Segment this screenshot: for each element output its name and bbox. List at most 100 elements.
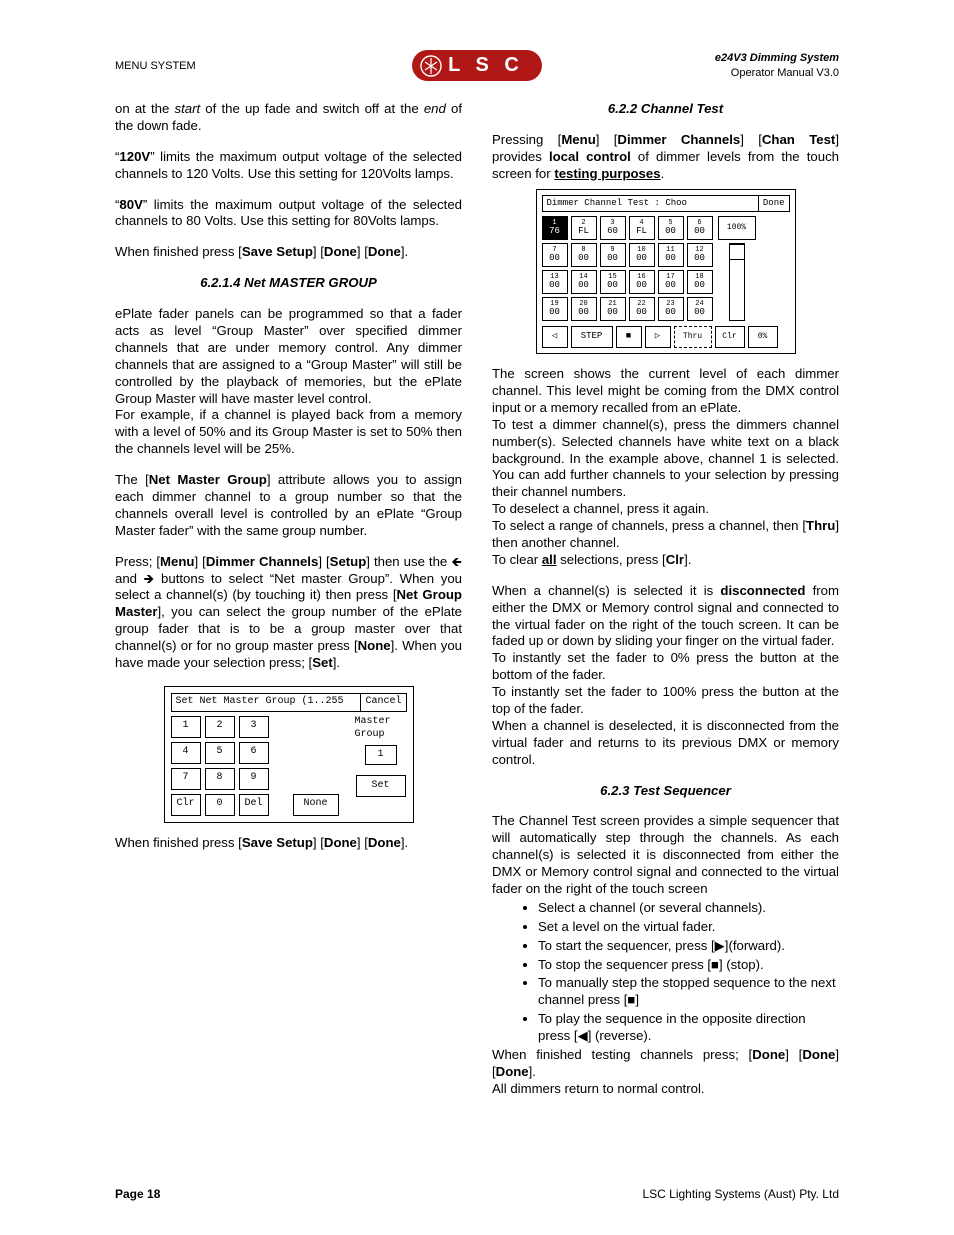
para-ct-4: To select a range of channels, press a c… — [492, 518, 839, 552]
channel-10[interactable]: 1000 — [629, 243, 655, 267]
channel-6[interactable]: 600 — [687, 216, 713, 240]
page-header: MENU SYSTEM L S C e24V3 Dimming System O… — [115, 50, 839, 81]
channel-22[interactable]: 2200 — [629, 297, 655, 321]
stop-button[interactable]: ■ — [616, 326, 642, 348]
forward-button[interactable]: ▷ — [645, 326, 671, 348]
virtual-fader[interactable] — [729, 243, 745, 321]
para-ct-7: To instantly set the fader to 0% press t… — [492, 650, 839, 684]
channel-19[interactable]: 1900 — [542, 297, 568, 321]
para-seq-1: The Channel Test screen provides a simpl… — [492, 813, 839, 897]
channel-9[interactable]: 900 — [600, 243, 626, 267]
para-120v: “120V” limits the maximum output voltage… — [115, 149, 462, 183]
step-button[interactable]: STEP — [571, 326, 613, 348]
page: MENU SYSTEM L S C e24V3 Dimming System O… — [0, 0, 954, 1235]
product-title: e24V3 Dimming System — [715, 52, 839, 64]
footer-company: LSC Lighting Systems (Aust) Pty. Ltd — [642, 1187, 839, 1201]
keypad-3[interactable]: 3 — [239, 716, 269, 738]
fig1-cancel-button[interactable]: Cancel — [361, 694, 405, 711]
para-nmg-4: Press; [Menu] [Dimmer Channels] [Setup] … — [115, 554, 462, 672]
fig2-done-button[interactable]: Done — [759, 196, 789, 212]
page-footer: Page 18 LSC Lighting Systems (Aust) Pty.… — [115, 1187, 839, 1201]
para-ct-8: To instantly set the fader to 100% press… — [492, 684, 839, 718]
manual-version: Operator Manual V3.0 — [731, 67, 839, 79]
para-ct-9: When a channel is deselected, it is disc… — [492, 718, 839, 769]
channel-20[interactable]: 2000 — [571, 297, 597, 321]
channel-8[interactable]: 800 — [571, 243, 597, 267]
logo: L S C — [412, 50, 542, 81]
channel-1[interactable]: 176 — [542, 216, 568, 240]
logo-icon — [420, 55, 442, 77]
channel-11[interactable]: 1100 — [658, 243, 684, 267]
keypad-9[interactable]: 9 — [239, 768, 269, 790]
channel-5[interactable]: 500 — [658, 216, 684, 240]
channel-7[interactable]: 700 — [542, 243, 568, 267]
keypad-clr[interactable]: Clr — [171, 794, 201, 816]
channel-13[interactable]: 1300 — [542, 270, 568, 294]
bullet-3: To start the sequencer, press [▶](forwar… — [538, 938, 839, 955]
bullet-5: To manually step the stopped sequence to… — [538, 975, 839, 1009]
para-ct-3: To deselect a channel, press it again. — [492, 501, 839, 518]
clr-button[interactable]: Clr — [715, 326, 745, 348]
header-left: MENU SYSTEM — [115, 60, 412, 72]
channel-12[interactable]: 1200 — [687, 243, 713, 267]
master-group-value: 1 — [365, 745, 397, 765]
keypad-1[interactable]: 1 — [171, 716, 201, 738]
channel-17[interactable]: 1700 — [658, 270, 684, 294]
para-seq-return: All dimmers return to normal control. — [492, 1081, 839, 1098]
para-ct-intro: Pressing [Menu] [Dimmer Channels] [Chan … — [492, 132, 839, 183]
figure-channel-test: Dimmer Channel Test : Choo Done 1762FL36… — [492, 189, 839, 355]
bullet-4: To stop the sequencer press [■] (stop). — [538, 957, 839, 974]
bullet-6: To play the sequence in the opposite dir… — [538, 1011, 839, 1045]
header-right: e24V3 Dimming System Operator Manual V3.… — [542, 51, 839, 80]
keypad-7[interactable]: 7 — [171, 768, 201, 790]
channel-21[interactable]: 2100 — [600, 297, 626, 321]
fader-100-button[interactable]: 100% — [718, 216, 756, 240]
figure-set-net-master-group: Set Net Master Group (1..255 Cancel 123 … — [115, 686, 462, 823]
keypad-6[interactable]: 6 — [239, 742, 269, 764]
channel-15[interactable]: 1500 — [600, 270, 626, 294]
para-nmg-3: The [Net Master Group] attribute allows … — [115, 472, 462, 540]
keypad-4[interactable]: 4 — [171, 742, 201, 764]
keypad-5[interactable]: 5 — [205, 742, 235, 764]
keypad-8[interactable]: 8 — [205, 768, 235, 790]
para-ct-6: When a channel(s) is selected it is disc… — [492, 583, 839, 651]
keypad-0[interactable]: 0 — [205, 794, 235, 816]
heading-net-master-group: 6.2.1.4 Net MASTER GROUP — [115, 275, 462, 292]
bullet-2: Set a level on the virtual fader. — [538, 919, 839, 936]
keypad-del[interactable]: Del — [239, 794, 269, 816]
bullet-1: Select a channel (or several channels). — [538, 900, 839, 917]
para-80v: “80V” limits the maximum output voltage … — [115, 197, 462, 231]
para-ct-1: The screen shows the current level of ea… — [492, 366, 839, 417]
heading-channel-test: 6.2.2 Channel Test — [492, 101, 839, 118]
channel-23[interactable]: 2300 — [658, 297, 684, 321]
para-ct-2: To test a dimmer channel(s), press the d… — [492, 417, 839, 501]
para-seq-done: When finished testing channels press; [D… — [492, 1047, 839, 1081]
reverse-button[interactable]: ◁ — [542, 326, 568, 348]
footer-page-number: Page 18 — [115, 1187, 160, 1201]
master-group-label: Master Group — [355, 716, 407, 742]
para-nmg-2: For example, if a channel is played back… — [115, 407, 462, 458]
sequencer-steps: Select a channel (or several channels). … — [492, 900, 839, 1045]
thru-button[interactable]: Thru — [674, 326, 712, 348]
channel-3[interactable]: 360 — [600, 216, 626, 240]
channel-14[interactable]: 1400 — [571, 270, 597, 294]
set-button[interactable]: Set — [356, 775, 406, 797]
para-fade: on at the start of the up fade and switc… — [115, 101, 462, 135]
heading-test-sequencer: 6.2.3 Test Sequencer — [492, 783, 839, 800]
body-columns: on at the start of the up fade and switc… — [115, 101, 839, 1098]
channel-4[interactable]: 4FL — [629, 216, 655, 240]
channel-2[interactable]: 2FL — [571, 216, 597, 240]
channel-24[interactable]: 2400 — [687, 297, 713, 321]
channel-grid: 1762FL3604FL5006007008009001000110012001… — [542, 216, 716, 324]
channel-18[interactable]: 1800 — [687, 270, 713, 294]
para-nmg-1: ePlate fader panels can be programmed so… — [115, 306, 462, 407]
keypad-2[interactable]: 2 — [205, 716, 235, 738]
fig2-title: Dimmer Channel Test : Choo — [543, 196, 759, 212]
para-save2: When finished press [Save Setup] [Done] … — [115, 835, 462, 852]
fig1-title: Set Net Master Group (1..255 — [172, 694, 362, 711]
channel-16[interactable]: 1600 — [629, 270, 655, 294]
fader-0-button[interactable]: 0% — [748, 326, 778, 348]
para-ct-5: To clear all selections, press [Clr]. — [492, 552, 839, 569]
none-button[interactable]: None — [293, 794, 339, 816]
para-save1: When finished press [Save Setup] [Done] … — [115, 244, 462, 261]
